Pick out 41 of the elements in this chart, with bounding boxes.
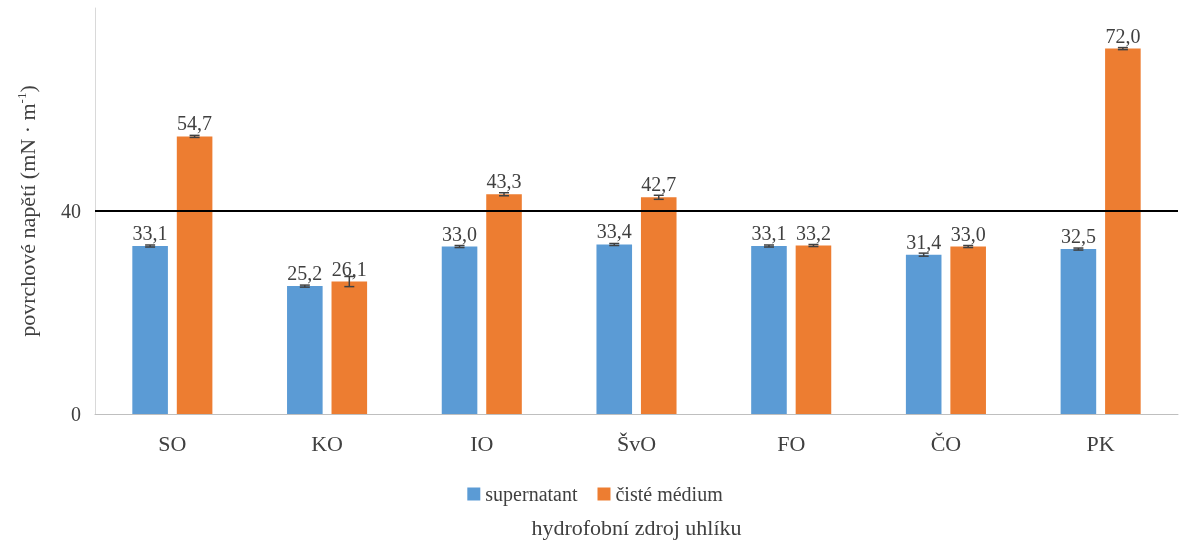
data-label: 33,0 (950, 222, 986, 245)
bar (795, 245, 832, 414)
bar (486, 194, 522, 414)
data-label: 32,5 (1060, 225, 1096, 248)
bar (905, 254, 942, 414)
data-label: 33,1 (132, 222, 168, 245)
y-tick-label: 0 (71, 403, 81, 425)
data-label: 33,1 (751, 222, 787, 245)
data-label: 26,1 (331, 257, 367, 280)
x-tick-label: FO (777, 430, 806, 456)
bar (596, 244, 633, 414)
x-tick-label: KO (311, 430, 343, 456)
data-label: 33,4 (596, 220, 632, 243)
data-label: 33,2 (795, 221, 831, 244)
bar (132, 246, 168, 414)
bar (950, 246, 986, 414)
x-tick-label: IO (470, 430, 494, 456)
bar (287, 286, 323, 414)
x-axis-title: hydrofobní zdroj uhlíku (531, 514, 742, 540)
data-label: 42,7 (641, 173, 677, 196)
data-label: 31,4 (906, 230, 942, 253)
x-tick-label: PK (1086, 430, 1115, 456)
data-label: 33,0 (442, 222, 478, 245)
x-tick-label: SO (158, 430, 187, 456)
bar (441, 246, 478, 414)
bar (640, 197, 677, 414)
y-tick-label: 40 (61, 200, 81, 222)
legend-label: supernatant (485, 483, 578, 506)
x-tick-label: ČO (930, 430, 962, 456)
data-label: 54,7 (177, 112, 213, 135)
legend-label: čisté médium (615, 483, 724, 505)
bar (1060, 249, 1097, 414)
bar (176, 136, 213, 414)
bar (331, 281, 368, 414)
y-axis-title: povrchové napětí (mN · m-1) (14, 85, 40, 337)
x-tick-label: ŠvO (616, 430, 657, 456)
bar (1105, 48, 1141, 414)
data-label: 72,0 (1105, 24, 1141, 47)
data-label: 43,3 (486, 170, 522, 193)
data-label: 25,2 (287, 262, 323, 285)
bar (751, 246, 787, 414)
